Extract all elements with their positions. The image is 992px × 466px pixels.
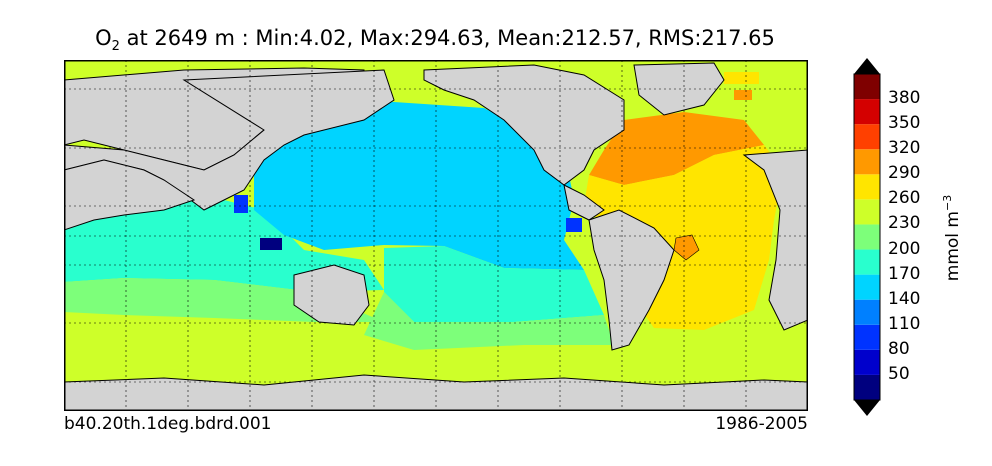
colorbar-segment [854,299,880,325]
colorbar-tick-label: 50 [888,363,910,384]
colorbar-min-arrow [854,400,880,416]
colorbar-units: mmol m−3 [941,195,963,281]
units-exponent: −3 [941,194,955,211]
colorbar-tick-label: 200 [888,238,921,259]
colorbar-segment [854,274,880,300]
pacific-deep-band [364,292,614,350]
units-base: mmol m [942,211,963,282]
colorbar-segment [854,224,880,250]
colorbar-max-arrow [854,58,880,74]
arctic-yellow-patch [724,72,759,84]
world-map [64,60,808,411]
colorbar-segment [854,199,880,225]
colorbar-segment [854,349,880,375]
colorbar-segment [854,124,880,150]
colorbar-segment [854,324,880,350]
colorbar [853,58,881,416]
atlantic-north-region [589,112,764,185]
atlantic-orange-patch [673,234,700,261]
colorbar-tick-label: 380 [888,88,921,109]
colorbar-tick-label: 260 [888,188,921,209]
pacific-ocean-region [254,100,584,270]
australia-land [293,264,370,326]
indian-ocean-region [64,200,384,292]
caribbean-blue-patch [566,218,582,232]
colorbar-tick-label: 140 [888,288,921,309]
title-species: O [95,26,112,50]
colorbar-tick-label: 350 [888,113,921,134]
case-label: b40.20th.1deg.bdrd.001 [64,414,272,434]
colorbar-tick-label: 290 [888,163,921,184]
colorbar-tick-label: 170 [888,263,921,284]
indonesia-navy-patch [260,238,282,250]
period-label: 1986-2005 [715,414,808,434]
colorbar-segment [854,249,880,275]
map-border [64,60,808,411]
eastern-africa-land [742,149,808,331]
colorbar-segment [854,74,880,100]
colorbar-tick-label: 80 [888,338,910,359]
colorbar-segment [854,99,880,125]
title-stats: at 2649 m : Min:4.02, Max:294.63, Mean:2… [119,26,775,50]
colorbar-tick-label: 320 [888,138,921,159]
pacific-blue-patch [234,195,248,213]
africa-land [64,159,196,231]
colorbar-segment [854,174,880,200]
colorbar-segment [854,374,880,400]
colorbar-tick-label: 110 [888,313,921,334]
graticule [64,60,808,411]
map-title: O2 at 2649 m : Min:4.02, Max:294.63, Mea… [0,26,870,54]
central-america-land [563,184,605,221]
colorbar-segment [854,149,880,175]
colorbar-tick-label: 230 [888,213,921,234]
arctic-orange-patch [734,90,752,100]
south-america-land [588,209,675,351]
title-species-subscript: 2 [111,39,120,55]
